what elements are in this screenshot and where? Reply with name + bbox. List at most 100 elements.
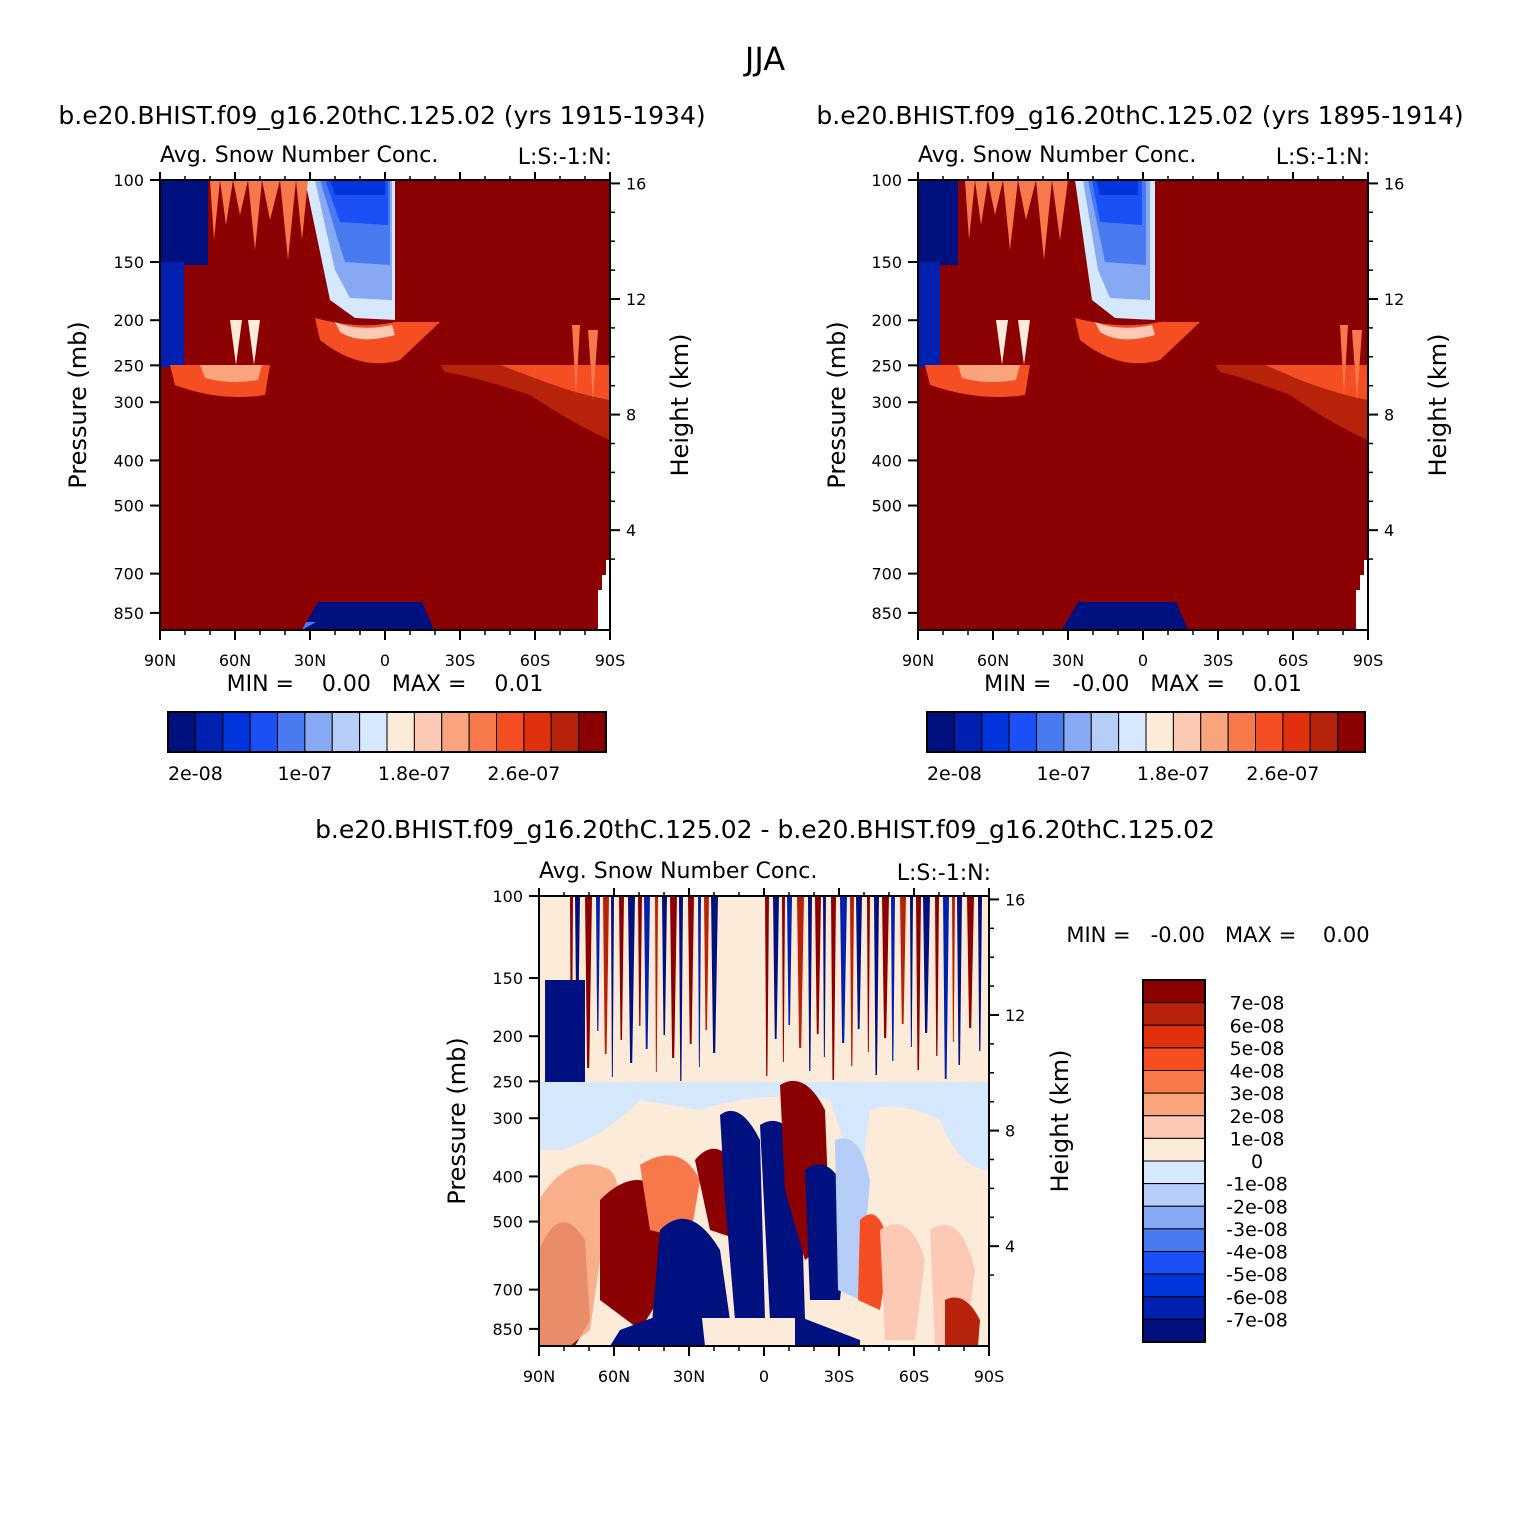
colorbar-swatch	[249, 711, 278, 753]
colorbar-swatch	[1200, 711, 1229, 753]
colorbar-swatch	[1142, 1047, 1206, 1071]
axes-bottom-diff: 90N 60N 30N 0 30S 60S 90S 100 150 200 250 300 400 500…	[492, 887, 1025, 1386]
colorbar-swatch	[1172, 711, 1202, 753]
field-stripe	[967, 896, 974, 1028]
y2-label-bottom-diff: Height (km)	[1046, 1050, 1074, 1193]
y-tick-label: 500	[492, 1213, 523, 1232]
y-tick-label: 700	[113, 565, 144, 584]
x-tick-label: 60N	[598, 1367, 630, 1386]
colorbar-label: 1.8e-07	[1137, 763, 1210, 785]
colorbar-swatch	[1309, 711, 1339, 753]
field-stripe	[808, 896, 812, 1071]
y-tick-label: 250	[492, 1072, 523, 1091]
colorbar-swatch	[1008, 711, 1037, 753]
colorbar-label: 4e-08	[1230, 1061, 1285, 1083]
colorbar-label: -5e-08	[1226, 1264, 1288, 1286]
colorbar-label: 1e-07	[277, 763, 332, 785]
y-label-top-right: Pressure (mb)	[823, 321, 851, 488]
field-orange-band-2	[335, 322, 395, 340]
panel-top-left: b.e20.BHIST.f09_g16.20thC.125.02 (yrs 19…	[58, 101, 705, 785]
y-tick-label: 300	[113, 393, 144, 412]
colorbar-swatch	[496, 711, 525, 753]
colorbar-swatch	[1145, 711, 1174, 753]
y-label-bottom-diff: Pressure (mb)	[443, 1037, 471, 1204]
y-tick-label: 850	[113, 604, 144, 623]
heatmap-field-bottom-diff	[539, 896, 989, 1346]
colorbar-swatch	[468, 711, 497, 753]
colorbar-swatch	[1142, 1251, 1206, 1275]
field-wedge-north-inner	[200, 365, 262, 383]
y-tick-label: 150	[113, 253, 144, 272]
y-tick-label: 400	[871, 451, 902, 470]
colorbar-swatch	[1142, 1205, 1206, 1230]
colorbar-bottom-diff: 7e-086e-085e-084e-083e-082e-081e-080-1e-…	[1142, 979, 1288, 1343]
heatmap-field-top-left	[160, 180, 610, 630]
colorbar-label: 5e-08	[1230, 1038, 1285, 1060]
y2-tick-label: 8	[1384, 406, 1394, 425]
field-stripes-upper	[570, 896, 982, 1082]
field-stripe	[840, 896, 847, 1043]
x-tick-label: 30N	[673, 1367, 705, 1386]
colorbar-swatch	[1036, 711, 1065, 753]
x-tick-label: 30S	[1203, 651, 1234, 670]
field-stripe	[815, 896, 821, 1034]
colorbar-swatch	[953, 711, 983, 753]
field-stripe	[662, 896, 667, 1035]
field-salmon-south-1	[880, 1224, 925, 1340]
min-max-bottom-diff: MIN = -0.00 MAX = 0.00	[1066, 923, 1369, 947]
colorbar-swatch	[1142, 1228, 1206, 1252]
colorbar-swatch	[167, 711, 196, 753]
y-tick-label: 150	[871, 253, 902, 272]
field-spikes-south	[1340, 325, 1362, 400]
y-tick-label: 300	[871, 393, 902, 412]
figure-title: JJA	[743, 40, 785, 78]
colorbar-label: 2e-08	[1230, 1106, 1285, 1128]
colorbar-swatch	[1227, 711, 1256, 753]
colorbar-top-right: 2e-08 1e-07 1.8e-07 2.6e-07	[926, 711, 1366, 785]
colorbar-swatch	[1142, 1115, 1206, 1139]
colorbar-swatch	[1142, 1070, 1206, 1094]
x-tick-label: 0	[759, 1367, 769, 1386]
colorbar-label: -7e-08	[1226, 1309, 1288, 1331]
y2-tick-label: 4	[626, 521, 636, 540]
y-tick-label: 400	[492, 1167, 523, 1186]
y-tick-label: 500	[871, 497, 902, 516]
axes-top-right: 90N 60N 30N 0 30S 60S 90S 100 150 200 250 300 400 500…	[871, 171, 1404, 670]
colorbar-swatch	[359, 711, 388, 753]
x-tick-label: 60S	[899, 1367, 930, 1386]
colorbar-swatch	[1142, 1273, 1206, 1298]
field-stripe	[596, 896, 600, 1031]
colorbar-swatch	[1142, 1296, 1206, 1320]
y2-tick-label: 16	[626, 174, 646, 193]
field-stripe	[787, 896, 792, 1025]
field-spikes-top	[965, 180, 1068, 260]
field-wedge-north-inner	[958, 365, 1020, 383]
field-gradient-5	[1096, 180, 1138, 195]
y2-label-top-right: Height (km)	[1424, 334, 1452, 477]
colorbar-swatch	[1090, 711, 1120, 753]
y-tick-label: 500	[113, 497, 144, 516]
field-stripe	[943, 896, 949, 1079]
y2-tick-label: 12	[1384, 290, 1404, 309]
field-neutral-surface	[700, 1318, 795, 1346]
heatmap-field-top-right	[918, 180, 1368, 630]
field-stripe	[935, 896, 939, 1056]
min-max-top-right: MIN = -0.00 MAX = 0.01	[984, 672, 1302, 697]
field-stripe	[655, 896, 658, 1072]
axes-top-left: 90N 60N 30N 0 30S 60S 90S 100 150 200 250 300 400 500…	[113, 171, 646, 670]
y-tick-label: 200	[492, 1027, 523, 1046]
x-tick-label: 30S	[824, 1367, 855, 1386]
colorbar-label: 2e-08	[927, 763, 982, 785]
colorbar-swatch	[1142, 1137, 1206, 1162]
field-spikes-top-2	[996, 320, 1030, 365]
field-stripe	[644, 896, 650, 1049]
x-tick-label: 60N	[219, 651, 251, 670]
x-tick-label: 90S	[595, 651, 626, 670]
field-spikes-south	[572, 325, 598, 400]
field-blue-polar-strip	[918, 262, 940, 367]
field-gradient-5	[330, 180, 385, 195]
colorbar-swatch	[1142, 1024, 1206, 1049]
x-tick-label: 0	[380, 651, 390, 670]
colorbar-label: -2e-08	[1226, 1196, 1288, 1218]
